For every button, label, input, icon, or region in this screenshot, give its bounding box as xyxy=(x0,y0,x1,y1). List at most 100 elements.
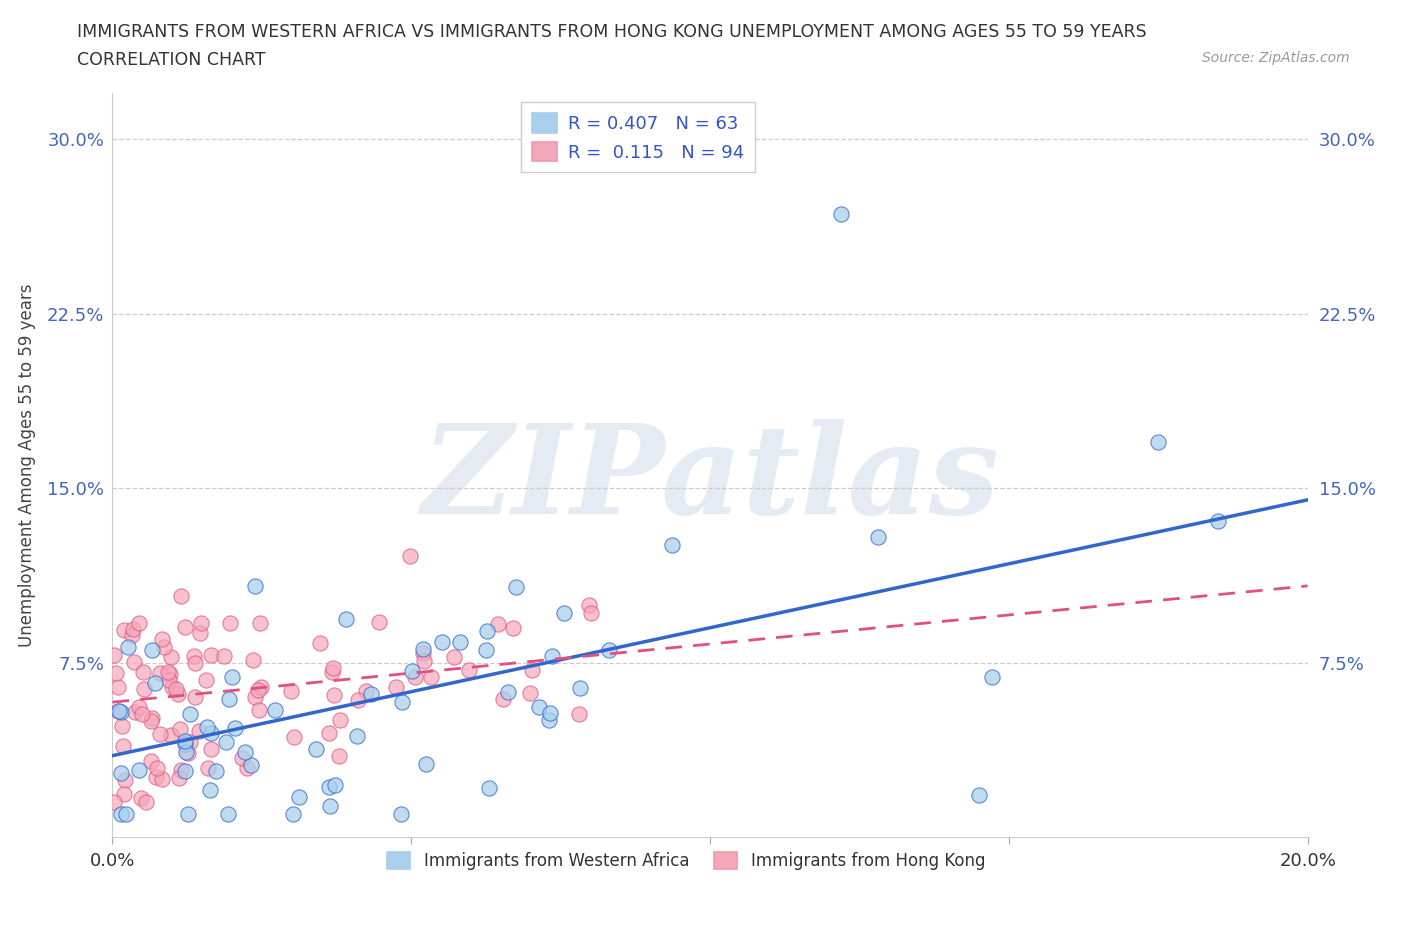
Point xyxy=(129,790,152,805)
Point xyxy=(478,781,501,796)
Point xyxy=(360,687,382,702)
Point xyxy=(183,655,205,670)
Point xyxy=(419,670,441,684)
Point xyxy=(399,549,422,564)
Point xyxy=(412,642,434,657)
Point xyxy=(288,790,311,804)
Point xyxy=(188,724,211,738)
Point xyxy=(170,763,193,777)
Point xyxy=(492,692,515,707)
Legend: Immigrants from Western Africa, Immigrants from Hong Kong: Immigrants from Western Africa, Immigran… xyxy=(380,845,993,877)
Point xyxy=(866,530,889,545)
Point xyxy=(537,712,560,727)
Point xyxy=(354,684,377,698)
Point xyxy=(598,643,620,658)
Point xyxy=(159,650,181,665)
Point xyxy=(318,726,340,741)
Point xyxy=(169,722,191,737)
Point xyxy=(477,624,499,639)
Point xyxy=(831,206,853,221)
Point xyxy=(329,712,352,727)
Point xyxy=(198,782,221,797)
Point xyxy=(103,647,125,662)
Point xyxy=(156,665,179,680)
Point xyxy=(221,670,243,684)
Point xyxy=(1206,513,1229,528)
Point xyxy=(280,684,302,698)
Point xyxy=(160,727,183,742)
Point xyxy=(240,757,263,772)
Point xyxy=(149,666,172,681)
Point xyxy=(245,578,267,593)
Point xyxy=(242,652,264,667)
Point xyxy=(174,620,197,635)
Point xyxy=(200,741,222,756)
Point xyxy=(231,751,253,765)
Point xyxy=(224,721,246,736)
Point xyxy=(170,588,193,603)
Point xyxy=(1147,434,1170,449)
Point xyxy=(174,733,197,748)
Point xyxy=(245,689,267,704)
Point xyxy=(174,745,197,760)
Point xyxy=(110,806,132,821)
Y-axis label: Unemployment Among Ages 55 to 59 years: Unemployment Among Ages 55 to 59 years xyxy=(18,284,35,646)
Point xyxy=(502,620,524,635)
Point xyxy=(141,711,163,725)
Point xyxy=(322,687,344,702)
Point xyxy=(309,635,332,650)
Point xyxy=(249,616,271,631)
Text: Source: ZipAtlas.com: Source: ZipAtlas.com xyxy=(1202,51,1350,65)
Point xyxy=(103,795,125,810)
Point xyxy=(121,622,143,637)
Point xyxy=(233,745,256,760)
Point xyxy=(150,771,173,786)
Point xyxy=(415,757,437,772)
Point xyxy=(167,770,190,785)
Point xyxy=(188,626,211,641)
Point xyxy=(578,598,600,613)
Point xyxy=(112,786,135,801)
Point xyxy=(430,634,453,649)
Point xyxy=(141,753,163,768)
Point xyxy=(569,681,592,696)
Point xyxy=(205,764,228,778)
Point xyxy=(505,579,527,594)
Text: ZIPatlas: ZIPatlas xyxy=(420,419,1000,540)
Point xyxy=(215,735,238,750)
Point xyxy=(183,689,205,704)
Point xyxy=(579,606,602,621)
Point xyxy=(107,679,129,694)
Point xyxy=(177,806,200,821)
Point xyxy=(385,680,408,695)
Point xyxy=(217,806,239,821)
Point xyxy=(107,704,129,719)
Point xyxy=(413,654,436,669)
Point xyxy=(145,675,167,690)
Point xyxy=(128,616,150,631)
Point xyxy=(131,707,153,722)
Point xyxy=(121,628,143,643)
Point xyxy=(401,664,423,679)
Point xyxy=(458,662,481,677)
Point xyxy=(128,763,150,777)
Point xyxy=(322,661,344,676)
Point xyxy=(246,683,269,698)
Point xyxy=(519,685,541,700)
Point xyxy=(149,727,172,742)
Point xyxy=(496,684,519,699)
Point xyxy=(443,649,465,664)
Point xyxy=(195,720,218,735)
Point xyxy=(128,699,150,714)
Point xyxy=(115,806,138,821)
Point xyxy=(412,645,434,660)
Point xyxy=(219,616,242,631)
Text: IMMIGRANTS FROM WESTERN AFRICA VS IMMIGRANTS FROM HONG KONG UNEMPLOYMENT AMONG A: IMMIGRANTS FROM WESTERN AFRICA VS IMMIGR… xyxy=(77,23,1147,41)
Point xyxy=(183,648,205,663)
Point xyxy=(139,713,162,728)
Point xyxy=(247,702,270,717)
Point xyxy=(661,538,683,553)
Point xyxy=(174,764,197,778)
Point xyxy=(236,761,259,776)
Point xyxy=(135,795,157,810)
